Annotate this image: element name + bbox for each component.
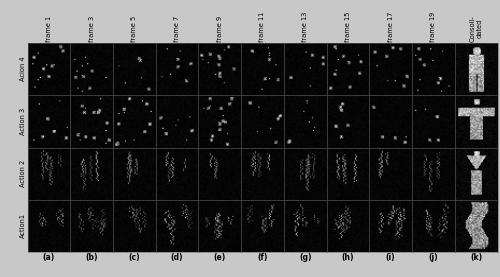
- Text: Acion 4: Acion 4: [20, 57, 26, 81]
- Text: frame 5: frame 5: [132, 16, 138, 42]
- Text: frame 13: frame 13: [302, 12, 308, 42]
- Text: frame 1: frame 1: [46, 16, 52, 42]
- Text: (a): (a): [42, 253, 55, 262]
- Text: (f): (f): [258, 253, 268, 262]
- Text: frame 11: frame 11: [260, 12, 266, 42]
- Text: (i): (i): [386, 253, 396, 262]
- Text: (k): (k): [470, 253, 482, 262]
- Text: (b): (b): [86, 253, 98, 262]
- Text: frame 7: frame 7: [174, 16, 180, 42]
- Text: (j): (j): [428, 253, 438, 262]
- Text: Consoli-
dated: Consoli- dated: [470, 15, 482, 42]
- Text: (g): (g): [299, 253, 312, 262]
- Text: frame 15: frame 15: [345, 12, 351, 42]
- Text: Action 2: Action 2: [20, 160, 26, 187]
- Text: (h): (h): [342, 253, 354, 262]
- Text: frame 3: frame 3: [88, 16, 94, 42]
- Text: (d): (d): [171, 253, 183, 262]
- Text: frame 17: frame 17: [388, 12, 394, 42]
- Text: (e): (e): [214, 253, 226, 262]
- Text: frame 9: frame 9: [217, 16, 223, 42]
- Text: frame 19: frame 19: [430, 12, 436, 42]
- Text: Action1: Action1: [20, 213, 26, 238]
- Text: (c): (c): [128, 253, 140, 262]
- Text: Action 3: Action 3: [20, 108, 26, 135]
